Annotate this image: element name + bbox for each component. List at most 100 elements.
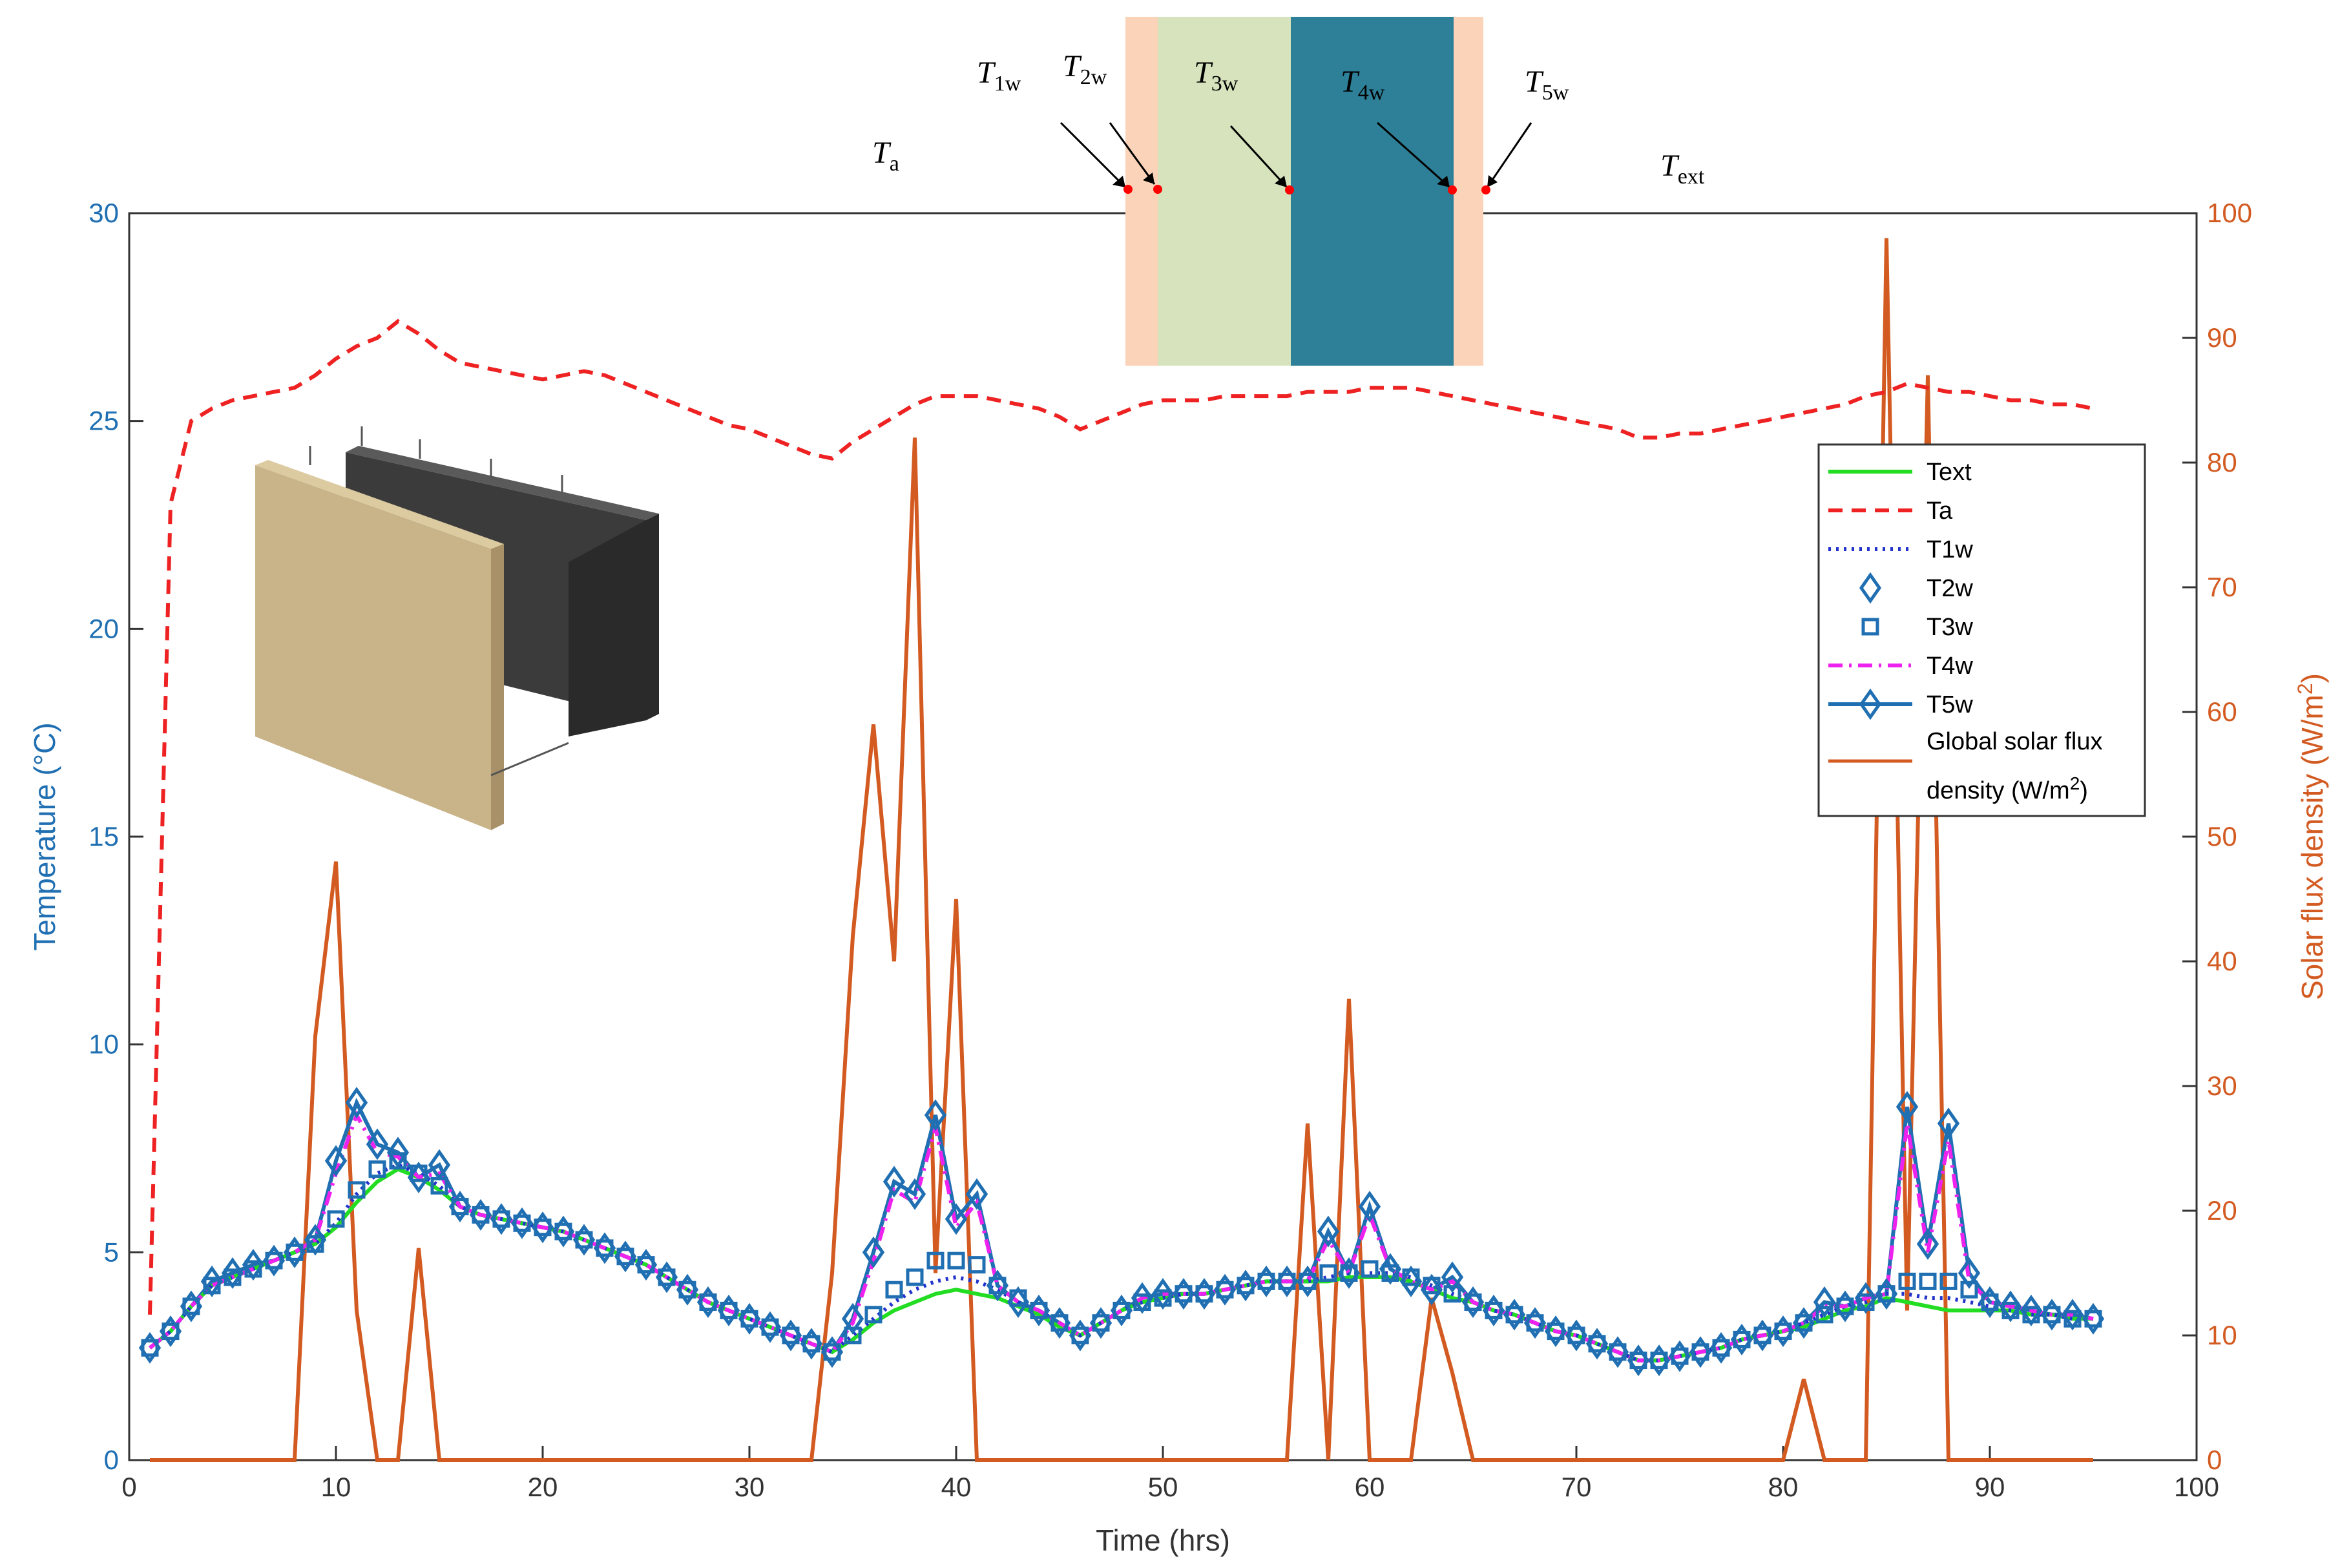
legend-label: T3w	[1927, 614, 1973, 641]
x-tick-label: 50	[1148, 1472, 1178, 1502]
legend-item-t5w: T5w	[1828, 688, 1973, 720]
marker-t3w	[1960, 1281, 1978, 1299]
marker-t5w	[1792, 1307, 1815, 1339]
legend-label: T5w	[1927, 691, 1973, 718]
y-tick-label: 25	[89, 406, 119, 436]
marker-t3w	[1919, 1272, 1937, 1290]
y2-tick-label: 0	[2207, 1445, 2222, 1475]
marker-t5w	[841, 1302, 864, 1335]
y2-tick-label: 40	[2207, 946, 2237, 976]
legend-swatch	[1861, 618, 1879, 636]
marker-t5w	[1627, 1344, 1650, 1376]
marker-t5w	[1544, 1315, 1567, 1347]
marker-t5w	[758, 1311, 782, 1343]
right-axis: 0 10 20 30 40 50 60 70 80 90 100	[2182, 198, 2252, 1475]
marker-t5w	[676, 1273, 699, 1306]
marker-t5w	[1151, 1278, 1175, 1310]
y2-tick-label: 30	[2207, 1071, 2237, 1101]
marker-t5w	[1193, 1278, 1216, 1310]
marker-t5w	[1172, 1278, 1195, 1310]
marker-t5w	[1379, 1253, 1402, 1285]
y-tick-label: 20	[89, 613, 119, 643]
y-tick-label: 5	[104, 1237, 119, 1267]
marker-t5w	[1751, 1319, 1774, 1352]
marker-t5w	[655, 1261, 678, 1293]
legend-item-t2w: T2w	[1859, 572, 1973, 604]
x-tick-label: 60	[1355, 1472, 1385, 1502]
marker-t5w	[1585, 1328, 1609, 1360]
marker-t3w	[1361, 1260, 1379, 1278]
marker-t5w	[1937, 1107, 1960, 1140]
legend-label: T4w	[1927, 653, 1973, 680]
marker-t5w	[1916, 1228, 1939, 1260]
x-tick-label: 90	[1975, 1472, 2005, 1502]
y2-tick-label: 70	[2207, 572, 2237, 602]
marker-t5w	[1337, 1257, 1361, 1289]
marker-t3w	[947, 1251, 965, 1270]
legend-swatch	[1859, 572, 1882, 604]
x-tick-label: 40	[941, 1472, 972, 1502]
legend-item-text: Text	[1828, 459, 1972, 486]
marker-t5w	[428, 1149, 451, 1181]
marker-t5w	[965, 1178, 988, 1210]
marker-t5w	[1069, 1319, 1092, 1352]
legend-item-t3w: T3w	[1861, 614, 1973, 641]
label-t2w: T2w	[1063, 49, 1107, 89]
legend-label-solar-2: density (W/m2)	[1927, 773, 2088, 804]
marker-t5w	[1999, 1290, 2022, 1322]
legend-label: T1w	[1927, 536, 1973, 563]
marker-t5w	[1668, 1340, 1691, 1372]
marker-t5w	[1730, 1324, 1753, 1355]
y2-axis-label: Solar flux density (W/m2)	[2293, 673, 2329, 1000]
series-t3w-markers	[141, 1152, 2102, 1370]
marker-t3w	[864, 1306, 883, 1324]
marker-t5w	[448, 1191, 472, 1222]
marker-t3w	[1443, 1285, 1461, 1303]
series-solar-line	[150, 238, 2093, 1462]
marker-t5w	[1296, 1266, 1319, 1297]
marker-t5w	[1007, 1286, 1030, 1318]
marker-t3w	[926, 1251, 945, 1270]
marker-t5w	[1441, 1261, 1464, 1293]
marker-t5w	[883, 1166, 906, 1198]
wall-layer-hemp	[1158, 17, 1291, 366]
label-t4w: T4w	[1341, 65, 1385, 105]
marker-t5w	[1523, 1307, 1547, 1339]
marker-t5w	[1689, 1336, 1712, 1368]
marker-t5w	[1275, 1266, 1299, 1297]
marker-t5w	[1255, 1266, 1278, 1297]
marker-t3w	[368, 1160, 386, 1178]
marker-t5w	[138, 1332, 162, 1364]
marker-t5w	[1027, 1295, 1050, 1326]
marker-t3w	[1815, 1306, 1833, 1324]
wall-layer-concrete	[1291, 17, 1454, 366]
x-tick-label: 80	[1768, 1472, 1799, 1502]
marker-t5w	[1461, 1286, 1485, 1318]
marker-t5w	[1771, 1315, 1795, 1347]
marker-t5w	[345, 1087, 368, 1119]
marker-t5w	[1875, 1278, 1898, 1310]
wall-layer-outer-render	[1454, 17, 1483, 366]
x-tick-label: 100	[2174, 1472, 2219, 1502]
y2-tick-label: 50	[2207, 821, 2237, 852]
label-text: Text	[1660, 149, 1705, 189]
series-layer	[138, 238, 2105, 1462]
marker-t5w	[1048, 1307, 1071, 1339]
y2-tick-label: 90	[2207, 322, 2237, 353]
marker-t5w	[1978, 1286, 2001, 1318]
marker-t3w	[1898, 1272, 1916, 1290]
marker-t5w	[820, 1336, 844, 1368]
marker-t5w	[1089, 1307, 1113, 1339]
marker-t5w	[366, 1128, 389, 1160]
marker-t5w	[614, 1240, 637, 1273]
marker-t5w	[634, 1249, 658, 1281]
legend-label-solar-1: Global solar flux	[1927, 728, 2102, 755]
marker-t5w	[407, 1162, 430, 1193]
marker-t5w	[1399, 1266, 1423, 1297]
marker-t3w	[885, 1281, 903, 1299]
marker-t3w	[348, 1181, 366, 1199]
marker-t5w	[1317, 1215, 1340, 1248]
y-tick-label: 10	[89, 1029, 119, 1060]
marker-t5w	[800, 1328, 823, 1360]
legend-label: T2w	[1927, 575, 1973, 602]
